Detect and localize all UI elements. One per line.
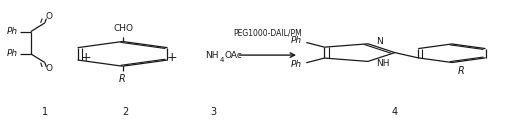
Text: O: O [46,12,53,21]
Text: Ph: Ph [7,27,18,36]
Text: CHO: CHO [113,24,134,34]
Text: +: + [166,51,177,64]
Text: NH: NH [376,59,389,68]
Text: R: R [119,74,126,84]
Text: R: R [458,66,464,76]
Text: OAc: OAc [224,51,242,60]
Text: 2: 2 [122,107,128,117]
Text: +: + [81,51,92,64]
Text: 4: 4 [392,107,398,117]
Text: 1: 1 [42,107,48,117]
Text: N: N [376,37,383,46]
Text: NH: NH [205,51,219,60]
Text: Ph: Ph [290,36,302,45]
Text: O: O [46,64,53,72]
Text: Ph: Ph [290,60,302,69]
Text: Ph: Ph [7,49,18,58]
Text: 3: 3 [210,107,216,117]
Text: 4: 4 [219,57,224,63]
Text: PEG1000-DAIL/PM: PEG1000-DAIL/PM [233,29,302,38]
